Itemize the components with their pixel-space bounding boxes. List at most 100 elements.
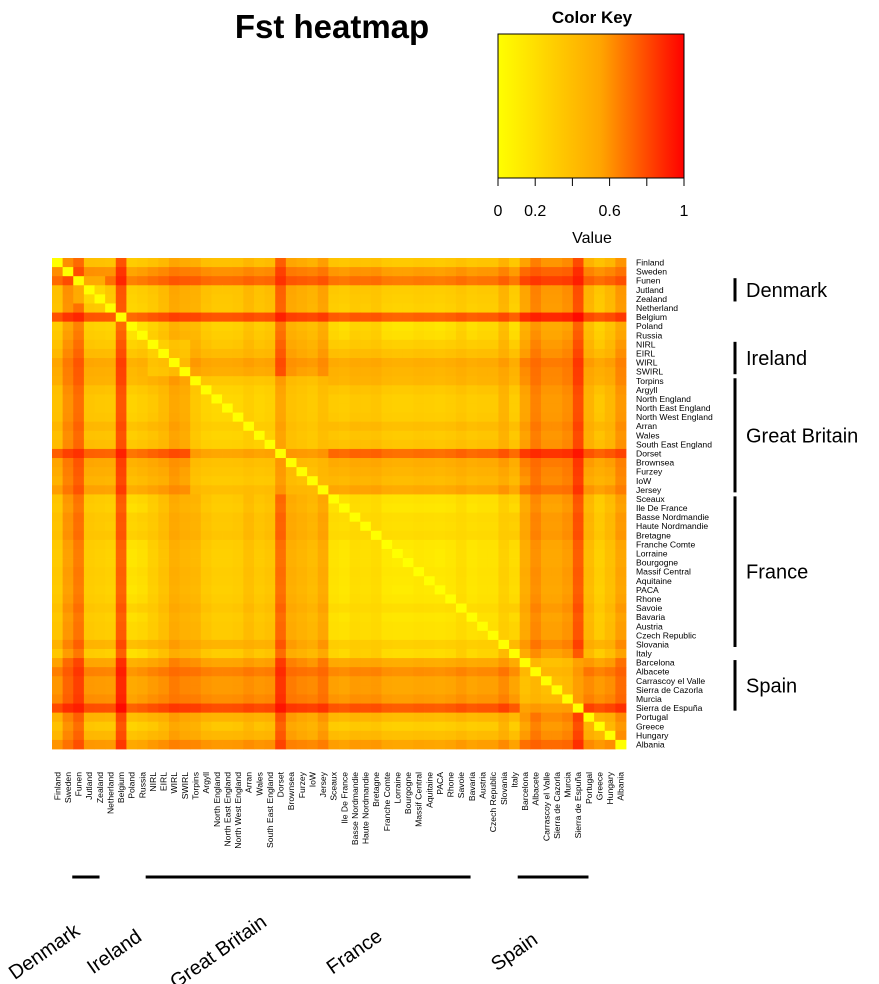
heatmap-cell <box>307 739 319 750</box>
heatmap-cell <box>285 303 297 313</box>
heatmap-cell <box>615 458 627 468</box>
row-labels: FinlandSwedenFunenJutlandZealandNetherla… <box>636 258 713 750</box>
heatmap-cell <box>583 339 595 350</box>
heatmap-cell <box>413 712 425 723</box>
heatmap-cell <box>615 703 627 714</box>
heatmap-cell <box>232 312 244 323</box>
heatmap-cell <box>147 312 159 323</box>
heatmap-cell <box>487 467 499 477</box>
heatmap-cell <box>424 530 436 541</box>
heatmap-cell <box>137 576 149 586</box>
heatmap-cell <box>487 648 499 659</box>
heatmap-cell <box>253 667 265 677</box>
heatmap-cell <box>455 521 467 532</box>
heatmap-cell <box>530 667 542 677</box>
heatmap-cell <box>392 567 404 577</box>
heatmap-cell <box>370 685 382 695</box>
heatmap-cell <box>126 721 138 732</box>
heatmap-cell <box>200 476 212 486</box>
heatmap-cell <box>519 630 531 641</box>
heatmap-cell <box>402 639 414 650</box>
heatmap-cell <box>179 667 191 677</box>
heatmap-cell <box>73 567 85 577</box>
heatmap-cell <box>307 385 319 395</box>
heatmap-cell <box>328 567 340 577</box>
heatmap-cell <box>519 321 531 332</box>
heatmap-cell <box>179 458 191 468</box>
heatmap-cell <box>126 585 138 595</box>
heatmap-cell <box>232 594 244 604</box>
heatmap-cell <box>200 548 212 559</box>
heatmap-cell <box>147 721 159 732</box>
heatmap-cell <box>243 385 255 395</box>
heatmap-cell <box>477 430 489 441</box>
heatmap-cell <box>285 521 297 532</box>
heatmap-cell <box>434 485 446 495</box>
heatmap-grid <box>52 258 627 750</box>
heatmap-cell <box>222 294 234 304</box>
heatmap-cell <box>381 448 393 459</box>
heatmap-cell <box>339 394 351 404</box>
heatmap-cell <box>317 576 329 586</box>
column-label-arran: Arran <box>244 772 254 793</box>
heatmap-cell <box>179 585 191 595</box>
heatmap-cell <box>126 685 138 695</box>
heatmap-cell <box>307 303 319 313</box>
heatmap-cell <box>498 530 510 541</box>
heatmap-cell <box>105 612 117 623</box>
heatmap-cell <box>328 258 340 268</box>
heatmap-cell <box>222 667 234 677</box>
heatmap-cell <box>211 576 223 586</box>
column-label-haute-nordmandie: Haute Nordmandie <box>361 772 371 844</box>
heatmap-cell <box>530 303 542 313</box>
heatmap-cell <box>594 367 606 377</box>
heatmap-cell <box>530 548 542 559</box>
heatmap-cell <box>562 267 574 277</box>
heatmap-cell <box>200 312 212 323</box>
heatmap-cell <box>317 594 329 604</box>
heatmap-cell <box>328 630 340 641</box>
heatmap-cell <box>381 539 393 550</box>
heatmap-cell <box>200 648 212 659</box>
heatmap-cell <box>360 585 372 595</box>
heatmap-cell <box>583 558 595 568</box>
heatmap-cell <box>519 585 531 595</box>
heatmap-cell <box>73 421 85 432</box>
heatmap-cell <box>370 385 382 395</box>
heatmap-cell <box>83 430 95 441</box>
heatmap-cell <box>264 576 276 586</box>
heatmap-cell <box>509 430 521 441</box>
heatmap-cell <box>285 621 297 632</box>
heatmap-cell <box>222 612 234 623</box>
heatmap-cell <box>360 494 372 504</box>
heatmap-cell <box>519 648 531 659</box>
heatmap-cell <box>519 439 531 450</box>
heatmap-cell <box>477 712 489 723</box>
heatmap-cell <box>370 621 382 632</box>
heatmap-cell <box>126 467 138 477</box>
heatmap-cell <box>222 558 234 568</box>
heatmap-cell <box>509 376 521 386</box>
heatmap-cell <box>498 676 510 686</box>
heatmap-cell <box>498 367 510 377</box>
heatmap-cell <box>73 412 85 423</box>
heatmap-cell <box>232 458 244 468</box>
heatmap-cell <box>264 648 276 659</box>
heatmap-cell <box>540 530 552 541</box>
heatmap-cell <box>52 721 64 732</box>
heatmap-cell <box>105 385 117 395</box>
heatmap-cell <box>594 612 606 623</box>
heatmap-cell <box>275 603 287 614</box>
heatmap-cell <box>190 458 202 468</box>
heatmap-cell <box>147 730 159 741</box>
heatmap-cell <box>424 403 436 413</box>
heatmap-cell <box>540 258 552 268</box>
column-label-iow: IoW <box>307 771 317 787</box>
heatmap-cell <box>285 467 297 477</box>
heatmap-cell <box>604 430 616 441</box>
heatmap-cell <box>328 467 340 477</box>
heatmap-cell <box>147 403 159 413</box>
heatmap-cell <box>285 321 297 332</box>
heatmap-cell <box>615 312 627 323</box>
heatmap-cell <box>307 448 319 459</box>
